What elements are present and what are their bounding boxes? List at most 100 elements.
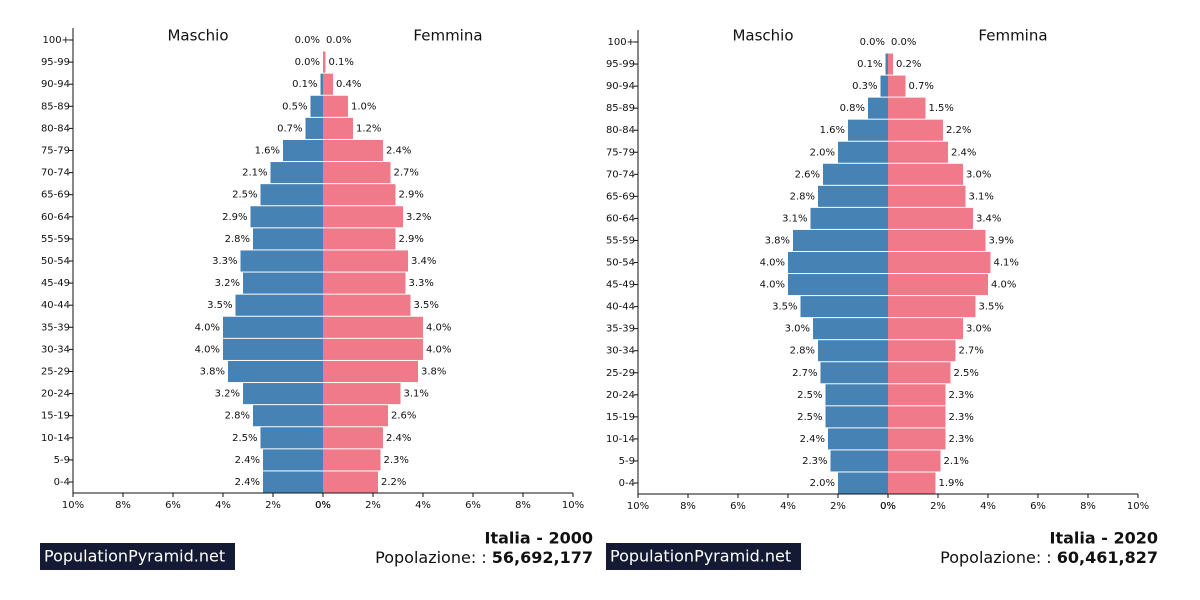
- brand: PopulationPyramid.net: [610, 547, 791, 566]
- value-label: 0.8%: [840, 103, 865, 114]
- bar: [260, 427, 323, 449]
- bar: [263, 449, 323, 471]
- value-label: 2.4%: [235, 477, 260, 488]
- y-tick-label: 90-94: [606, 81, 635, 92]
- bar: [888, 274, 988, 296]
- value-label: 0.5%: [282, 101, 307, 112]
- bar: [270, 162, 323, 184]
- y-tick-label: 85-89: [41, 101, 70, 112]
- value-label: 2.5%: [954, 368, 979, 379]
- value-label: 2.3%: [802, 456, 827, 467]
- bar: [888, 251, 991, 274]
- bar: [283, 139, 323, 162]
- brand: PopulationPyramid.net: [44, 547, 225, 566]
- x-tick-label: 8%: [115, 500, 131, 511]
- bar: [323, 427, 383, 449]
- y-tick-label: 5-9: [54, 455, 70, 466]
- y-tick-label: 40-44: [606, 302, 635, 313]
- value-label: 3.1%: [404, 389, 429, 400]
- y-tick-label: 45-49: [606, 280, 635, 291]
- x-tick-label: 10%: [562, 500, 584, 511]
- x-tick-label: 4%: [980, 501, 996, 512]
- value-label: 2.2%: [381, 477, 406, 488]
- y-tick-label: 30-34: [606, 346, 635, 357]
- value-label: 2.0%: [810, 147, 835, 158]
- y-tick-label: 35-39: [41, 322, 70, 333]
- x-tick-label: 6%: [1030, 501, 1046, 512]
- bar: [888, 472, 936, 494]
- value-label: 2.7%: [959, 346, 984, 357]
- bar: [888, 141, 948, 163]
- bar: [243, 272, 323, 294]
- chart-title: Italia - 2000: [485, 529, 593, 548]
- value-label: 3.1%: [782, 213, 807, 224]
- legend-label: Maschio: [732, 27, 793, 45]
- y-tick-label: 80-84: [606, 125, 635, 136]
- bar: [818, 185, 888, 207]
- y-tick-label: 65-69: [41, 190, 70, 201]
- bar: [788, 274, 888, 296]
- population-prefix: Popolazione: :: [940, 548, 1057, 567]
- y-tick-label: 65-69: [606, 191, 635, 202]
- value-label: 2.3%: [949, 434, 974, 445]
- bar: [223, 316, 323, 338]
- value-label: 1.6%: [255, 146, 280, 157]
- value-label: 2.5%: [797, 390, 822, 401]
- value-label: 4.0%: [195, 322, 220, 333]
- bar: [323, 449, 381, 471]
- bar: [848, 119, 888, 141]
- value-label: 0.1%: [292, 79, 317, 90]
- value-label: 3.8%: [421, 367, 446, 378]
- x-tick-label: 6%: [165, 500, 181, 511]
- bar: [888, 450, 941, 472]
- value-label: 2.9%: [399, 190, 424, 201]
- y-tick-label: 100+: [608, 37, 635, 48]
- y-tick-label: 75-79: [41, 146, 70, 157]
- brand-box: [40, 543, 235, 570]
- value-label: 0.0%: [860, 37, 885, 48]
- bar: [320, 73, 323, 95]
- bar: [888, 163, 963, 185]
- y-tick-label: 25-29: [41, 367, 70, 378]
- value-label: 4.0%: [760, 258, 785, 269]
- value-label: 0.0%: [326, 35, 351, 46]
- value-label: 0.1%: [329, 57, 354, 68]
- value-label: 0.7%: [277, 123, 302, 134]
- bar: [888, 185, 966, 207]
- value-label: 2.3%: [384, 455, 409, 466]
- value-label: 2.1%: [944, 456, 969, 467]
- value-label: 2.8%: [225, 234, 250, 245]
- bar: [323, 294, 411, 316]
- bar: [828, 428, 888, 450]
- x-tick-label: 8%: [515, 500, 531, 511]
- bar: [888, 362, 951, 384]
- bar: [888, 318, 963, 340]
- bar: [323, 338, 423, 360]
- value-label: 0.3%: [852, 81, 877, 92]
- value-label: 2.7%: [394, 168, 419, 179]
- value-label: 3.5%: [414, 300, 439, 311]
- value-label: 2.0%: [810, 478, 835, 489]
- legend-label: Femmina: [978, 27, 1047, 45]
- y-tick-label: 90-94: [41, 79, 70, 90]
- x-tick-label: 6%: [730, 501, 746, 512]
- value-label: 0.0%: [295, 57, 320, 68]
- bar: [323, 272, 406, 294]
- y-tick-label: 50-54: [41, 256, 70, 267]
- value-label: 0.0%: [295, 35, 320, 46]
- bar: [888, 406, 946, 428]
- y-tick-label: 15-19: [41, 411, 70, 422]
- bar: [800, 296, 888, 318]
- value-label: 2.4%: [951, 147, 976, 158]
- population-prefix: Popolazione: :: [375, 548, 492, 567]
- legend-label: Maschio: [167, 27, 228, 45]
- y-tick-label: 60-64: [606, 213, 635, 224]
- value-label: 0.7%: [909, 81, 934, 92]
- bar: [323, 184, 396, 206]
- value-label: 0.4%: [336, 79, 361, 90]
- value-label: 4.1%: [994, 258, 1019, 269]
- x-tick-label: 6%: [465, 500, 481, 511]
- value-label: 2.8%: [790, 191, 815, 202]
- value-label: 2.4%: [235, 455, 260, 466]
- value-label: 3.0%: [966, 324, 991, 335]
